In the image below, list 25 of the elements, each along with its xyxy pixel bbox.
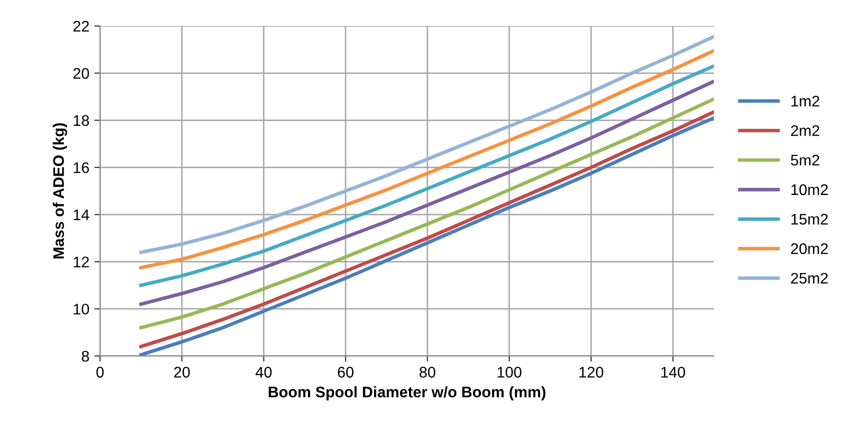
legend-label: 10m2 xyxy=(791,184,828,196)
y-tick-label: 10 xyxy=(74,304,90,315)
y-tick-label: 12 xyxy=(74,256,89,268)
x-tick-label: 100 xyxy=(498,366,522,378)
y-axis-title: Mass of ADEO (kg) xyxy=(52,123,68,258)
y-tick-label: 16 xyxy=(74,162,89,174)
y-tick-label: 8 xyxy=(82,350,89,362)
legend-label: 15m2 xyxy=(791,214,828,225)
x-tick-label: 20 xyxy=(174,366,190,378)
legend-label: 1m2 xyxy=(791,96,820,106)
x-tick-label: 0 xyxy=(96,366,104,378)
y-tick-label: 14 xyxy=(74,210,90,220)
y-tick-label: 18 xyxy=(74,115,89,126)
legend-label: 5m2 xyxy=(790,154,820,166)
legend-label: 20m2 xyxy=(791,243,828,254)
legend-label: 25m2 xyxy=(791,272,828,284)
legend-label: 2m2 xyxy=(791,125,820,136)
x-tick-label: 140 xyxy=(661,366,686,378)
x-tick-label: 60 xyxy=(338,366,354,378)
y-tick-label: 22 xyxy=(73,20,89,32)
y-tick-label: 20 xyxy=(73,68,90,79)
x-tick-label: 120 xyxy=(580,366,604,378)
x-tick-label: 40 xyxy=(256,366,272,378)
x-axis-title: Boom Spool Diameter w/o Boom (mm) xyxy=(268,386,546,400)
x-tick-label: 80 xyxy=(420,366,436,378)
